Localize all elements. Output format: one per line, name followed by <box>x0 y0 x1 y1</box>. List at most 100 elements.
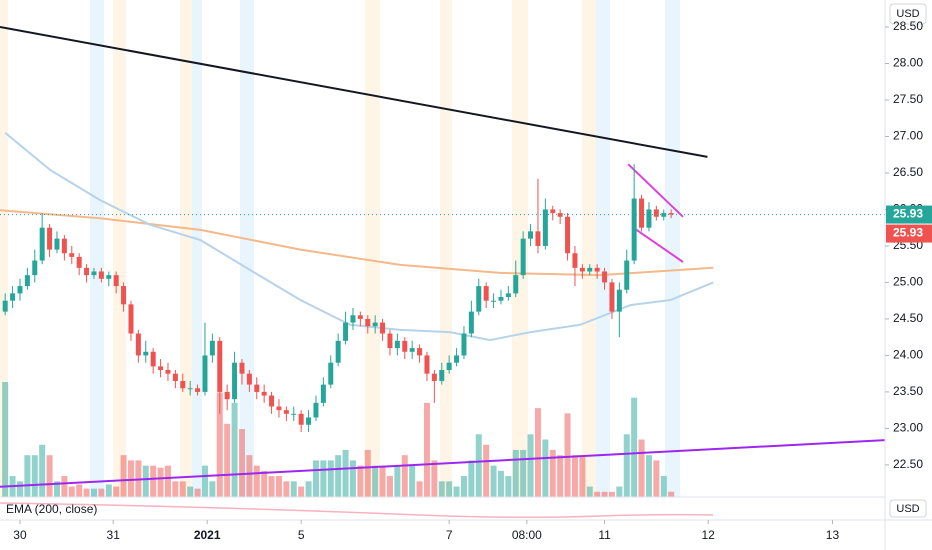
candle-body <box>17 286 23 294</box>
volume-bar <box>31 455 38 497</box>
x-tick-label: 2021 <box>194 528 221 542</box>
volume-bar <box>253 465 260 497</box>
candle-body <box>158 366 164 371</box>
volume-bar <box>372 465 379 497</box>
candle-body <box>165 370 171 374</box>
volume-bar <box>335 455 342 497</box>
y-tick-label: 28.00 <box>893 56 923 70</box>
currency-button[interactable] <box>889 3 927 25</box>
candle-body <box>565 216 571 254</box>
candle-body <box>217 340 223 392</box>
volume-bar <box>194 488 201 497</box>
candle-body <box>54 238 60 250</box>
plot-area <box>0 26 885 497</box>
volume-bar <box>512 449 519 497</box>
volume-bar <box>386 476 393 497</box>
volume-bar <box>305 481 312 497</box>
volume-bar <box>164 465 171 497</box>
candle-body <box>594 267 600 272</box>
volume-bar <box>120 455 127 497</box>
candle-body <box>232 362 238 400</box>
candle-body <box>261 391 267 396</box>
candle-body <box>357 315 363 319</box>
y-tick-label: 27.50 <box>893 92 923 106</box>
volume-bar <box>150 465 157 497</box>
candle-body <box>579 267 585 272</box>
candle-body <box>239 362 245 374</box>
line <box>627 163 684 218</box>
candle-body <box>320 384 326 403</box>
candle-body <box>143 351 149 356</box>
candle-body <box>24 275 30 287</box>
candle-body <box>306 417 312 425</box>
candle-body <box>476 286 482 312</box>
candle-body <box>150 351 156 367</box>
y-tick-label: 26.50 <box>893 165 923 179</box>
volume-bar <box>327 460 334 497</box>
currency-button[interactable] <box>889 499 927 518</box>
volume-bar <box>98 488 105 497</box>
volume-bar <box>638 439 645 497</box>
candle-body <box>402 340 408 352</box>
volume-bar <box>209 481 216 497</box>
y-tick-label: 23.00 <box>893 421 923 435</box>
candle-body <box>328 362 334 385</box>
candle-body <box>409 348 415 352</box>
session-band <box>113 0 126 497</box>
candle-body <box>550 209 556 214</box>
candle-body <box>209 340 215 356</box>
x-tick-label: 30 <box>13 528 27 542</box>
volume-bar <box>438 481 445 497</box>
volume-bar <box>216 392 223 497</box>
candle-body <box>121 286 127 305</box>
volume-bar <box>534 408 541 497</box>
candle-body <box>172 373 178 381</box>
volume-bar <box>660 476 667 497</box>
volume-bar <box>490 465 497 497</box>
volume-bar <box>423 402 430 497</box>
candle-body <box>76 256 82 268</box>
candle-body <box>380 322 386 334</box>
volume-bar <box>46 455 53 497</box>
volume-bar <box>475 434 482 497</box>
y-tick-label: 25.00 <box>893 275 923 289</box>
volume-bar <box>290 481 297 497</box>
candle-body <box>528 231 534 239</box>
candle-body <box>298 413 304 425</box>
candle-body <box>505 293 511 298</box>
candle-body <box>446 362 452 371</box>
candle-body <box>135 333 141 356</box>
volume-bar <box>394 465 401 497</box>
volume-bar <box>631 397 638 497</box>
volume-bar <box>608 491 615 497</box>
candle-body <box>91 271 97 276</box>
volume-bar <box>497 470 504 497</box>
candle-body <box>350 315 356 323</box>
candle-body <box>542 209 548 246</box>
session-band <box>192 0 202 497</box>
candle-body <box>468 311 474 334</box>
candle-body <box>335 340 341 363</box>
session-band <box>582 0 596 497</box>
candle-body <box>439 370 445 381</box>
volume-bar <box>446 481 453 497</box>
x-tick-label: 12 <box>701 528 715 542</box>
currency-label[interactable]: USD <box>896 503 919 515</box>
price-label-box <box>886 224 932 243</box>
candle-body <box>10 293 16 301</box>
price-label: 25.93 <box>893 207 923 221</box>
line <box>632 226 684 263</box>
currency-label[interactable]: USD <box>896 8 919 20</box>
indicator-line <box>0 502 714 519</box>
candle-body <box>646 209 652 228</box>
volume-bar <box>460 476 467 497</box>
candle-body <box>106 275 112 279</box>
volume-bar <box>68 486 75 497</box>
session-bands <box>0 0 680 497</box>
candle-body <box>609 282 615 312</box>
volume-bar <box>172 481 179 497</box>
volume-bar <box>320 460 327 497</box>
session-band <box>512 0 528 497</box>
volume-bar <box>238 429 245 497</box>
volume-bar <box>201 465 208 497</box>
